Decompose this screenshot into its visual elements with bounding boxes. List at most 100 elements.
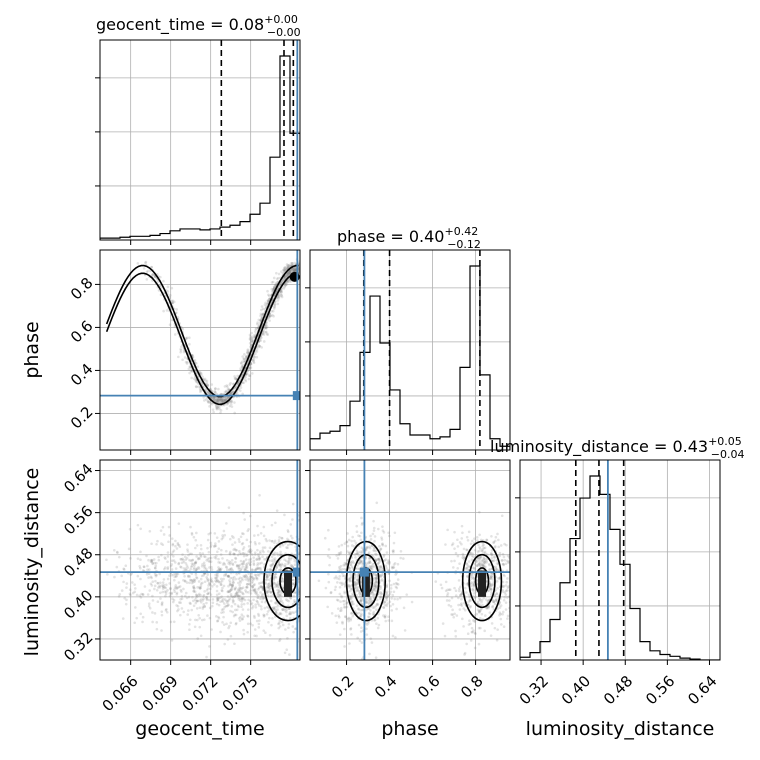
scatter-point [283,558,286,561]
scatter-point [265,578,269,581]
scatter-point [380,538,384,541]
scatter-point [327,548,331,551]
scatter-point [227,575,231,578]
scatter-point [252,559,256,563]
scatter-point [241,552,245,555]
scatter-point [281,271,285,275]
scatter-point [252,354,256,358]
scatter-point [477,610,481,613]
scatter-point [241,578,244,582]
scatter-point [177,581,181,584]
scatter-point [287,599,291,603]
scatter-point [342,563,345,567]
scatter-point [354,586,358,590]
scatter-point [353,575,357,579]
scatter-point [275,552,279,555]
scatter-point [239,599,242,602]
scatter-point [285,648,289,652]
scatter-point [372,529,376,532]
scatter-point [235,377,238,380]
scatter-point [392,563,396,566]
scatter-point [345,601,348,605]
scatter-point [241,360,244,363]
scatter-point [186,613,190,616]
scatter-point [204,567,208,571]
scatter-point [150,558,154,562]
scatter-point [242,596,245,600]
scatter-point [201,375,204,379]
scatter-point [274,583,278,587]
scatter-point [202,561,206,565]
scatter-point [469,605,472,608]
scatter-point [382,606,385,609]
scatter-point [241,381,244,385]
scatter-point [281,544,285,547]
scatter-point [285,265,289,269]
scatter-point [150,560,154,563]
scatter-point [263,546,267,549]
scatter-point [188,575,191,578]
scatter-point [264,582,268,585]
scatter-point [359,594,362,598]
scatter-point [249,575,252,578]
scatter-point [188,581,191,585]
scatter-point [292,630,295,634]
scatter-point [326,605,329,609]
scatter-point [227,626,230,630]
scatter-point [376,626,380,630]
scatter-point [217,557,220,561]
scatter-point [271,539,274,543]
scatter-point [349,575,353,578]
scatter-point [215,597,219,600]
scatter-point [122,580,125,584]
scatter-point [267,586,271,590]
scatter-point [490,552,493,556]
scatter-point [208,405,211,408]
scatter-point [142,267,146,270]
scatter-point [121,617,125,620]
scatter-point [259,591,262,594]
scatter-point [377,558,380,562]
scatter-point [291,267,294,271]
scatter-point [255,322,259,326]
scatter-point [259,318,263,321]
scatter-point [279,594,283,598]
scatter-point [471,588,474,592]
scatter-point [375,585,378,588]
scatter-point [173,575,176,579]
scatter-point [493,626,497,630]
scatter-point [498,576,502,580]
scatter-point [240,365,244,368]
scatter-point [254,328,258,331]
scatter-point [220,583,223,586]
scatter-point [490,535,493,538]
scatter-point [368,546,372,550]
scatter-point [192,568,196,571]
scatter-point [223,598,227,601]
scatter-point [456,538,459,542]
scatter-point [206,579,210,582]
scatter-point [264,537,268,541]
scatter-point [272,287,276,291]
scatter-point [484,552,487,555]
scatter-point [242,602,246,606]
scatter-point [215,405,218,409]
scatter-point [246,622,250,626]
scatter-point [224,572,228,576]
scatter-point [291,582,294,586]
scatter-point [235,608,239,612]
scatter-point [499,612,502,616]
scatter-point [469,622,472,626]
scatter-point [284,610,288,614]
scatter-point [257,582,261,585]
scatter-point [288,653,291,656]
scatter-point [488,574,492,577]
scatter-point [239,367,242,370]
scatter-point [266,610,270,613]
scatter-point [205,381,209,385]
scatter-point [209,560,213,563]
scatter-point [355,530,359,534]
scatter-point [470,558,474,562]
scatter-point [369,609,372,612]
scatter-point [514,576,517,579]
